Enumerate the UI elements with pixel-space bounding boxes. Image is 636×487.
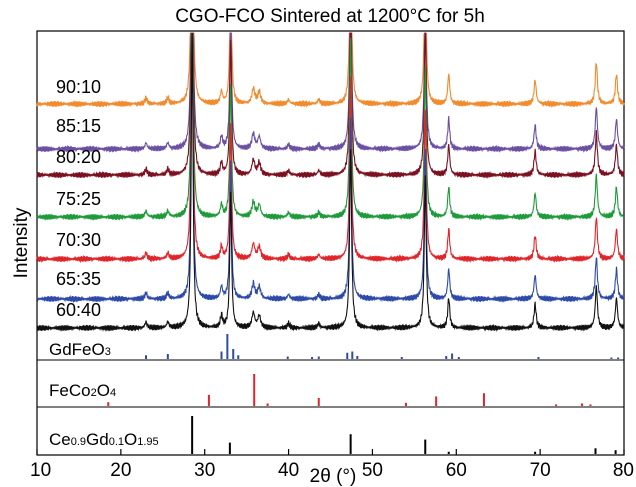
x-tick-label-6: 70 xyxy=(530,460,551,481)
pattern-line-70-30 xyxy=(36,32,625,264)
series-label-70-30: 70:30 xyxy=(56,230,101,250)
pattern-line-65-35 xyxy=(36,32,625,304)
chart-title: CGO-FCO Sintered at 1200°C for 5h xyxy=(175,6,485,27)
pattern-line-85-15 xyxy=(36,32,625,154)
series-label-85-15: 85:15 xyxy=(56,116,101,136)
pattern-line-80-20 xyxy=(36,32,625,180)
series-label-65-35: 65:35 xyxy=(56,269,101,289)
y-axis-label: Intensity xyxy=(11,207,32,278)
series-label-80-20: 80:20 xyxy=(56,147,101,167)
plot-frame xyxy=(36,30,625,456)
series-labels: 90:10 85:15 80:20 75:25 70:30 65:35 60:40 xyxy=(56,77,101,320)
reference-patterns xyxy=(107,334,620,454)
x-axis-ticks: 10 20 30 40 50 60 70 80 xyxy=(30,449,634,481)
ref-label-0: GdFeO3 xyxy=(49,340,111,359)
reference-labels: GdFeO3 FeCo2O4 Ce0.9Gd0.1O1.95 xyxy=(49,340,159,449)
x-tick-label-4: 50 xyxy=(362,460,383,481)
pattern-line-90-10 xyxy=(36,32,625,109)
x-tick-label-3: 40 xyxy=(278,460,299,481)
x-tick-label-1: 20 xyxy=(110,460,131,481)
ref-label-1: FeCo2O4 xyxy=(49,381,116,400)
x-tick-label-5: 60 xyxy=(446,460,467,481)
x-tick-label-7: 80 xyxy=(613,460,634,481)
pattern-line-75-25 xyxy=(36,32,625,222)
series-label-75-25: 75:25 xyxy=(56,189,101,209)
series-label-90-10: 90:10 xyxy=(56,77,101,97)
x-tick-label-0: 10 xyxy=(30,460,51,481)
x-axis-label: 2θ (°) xyxy=(310,466,357,487)
series-label-60-40: 60:40 xyxy=(56,300,101,320)
ref-label-2: Ce0.9Gd0.1O1.95 xyxy=(49,430,159,449)
pattern-line-60-40 xyxy=(36,32,625,333)
x-tick-label-2: 30 xyxy=(194,460,215,481)
diffraction-patterns xyxy=(36,32,625,333)
